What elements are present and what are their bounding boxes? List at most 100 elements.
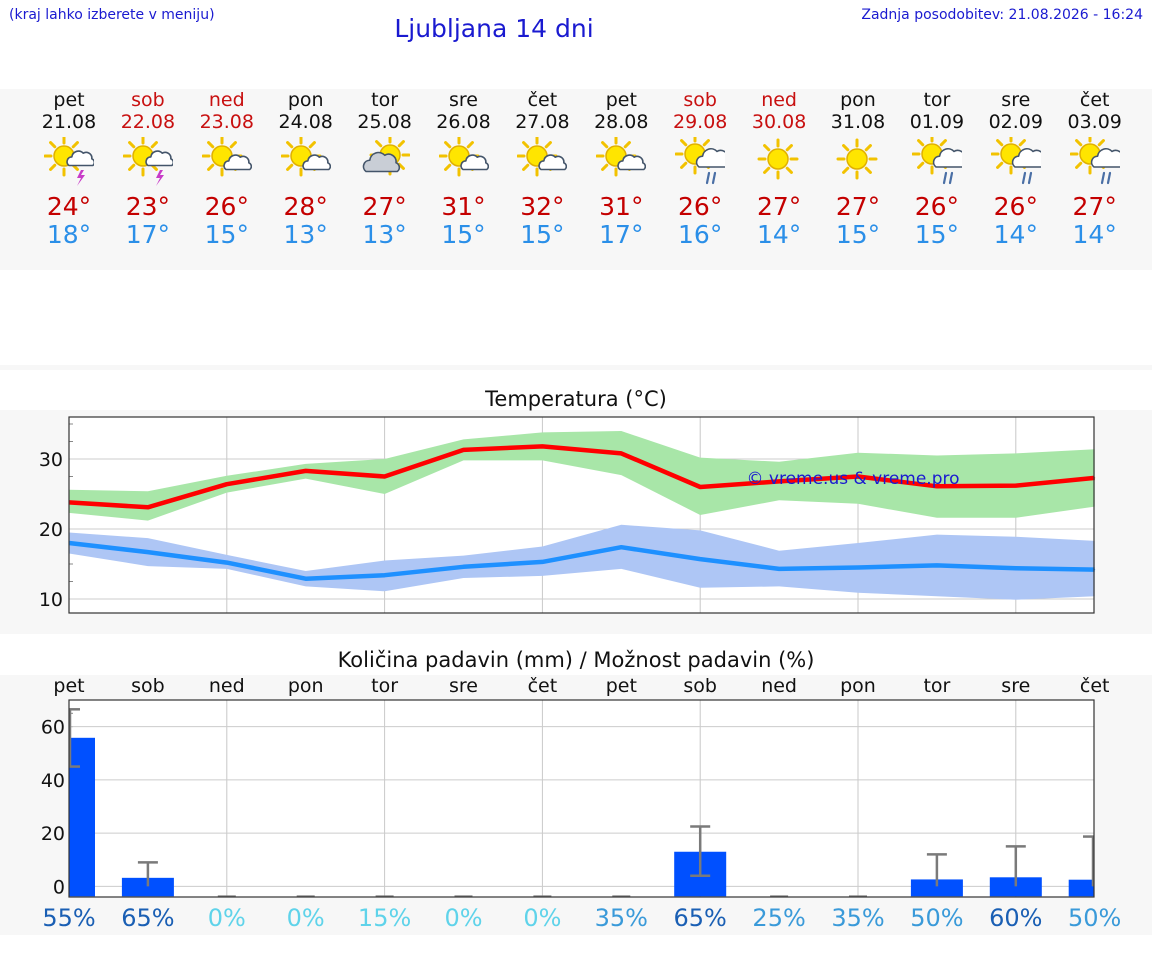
temperature-chart: 10 20 30 © vreme.us & vreme.pro xyxy=(39,416,1096,614)
day-date: 28.08 xyxy=(594,111,649,133)
y-tick-label: 10 xyxy=(39,589,63,611)
sun-small-cloud-icon xyxy=(438,137,489,177)
y-tick-label: 0 xyxy=(53,876,65,898)
forecast-day: pet 28.08 31° 17° xyxy=(582,89,661,249)
precipitation-probability: 0% xyxy=(287,904,325,932)
precipitation-chart-title: Količina padavin (mm) / Možnost padavin … xyxy=(337,648,815,672)
max-temperature: 32° xyxy=(520,192,565,221)
precipitation-probability: 55% xyxy=(42,904,95,932)
forecast-day: sre 26.08 31° 15° xyxy=(424,89,503,249)
day-date: 03.09 xyxy=(1067,111,1122,133)
data-point xyxy=(699,558,701,560)
data-point xyxy=(620,546,622,548)
min-temperature: 17° xyxy=(599,220,644,249)
day-date: 02.09 xyxy=(988,111,1043,133)
precipitation-probability: 35% xyxy=(595,904,648,932)
precipitation-probability: 0% xyxy=(444,904,482,932)
data-point xyxy=(778,480,780,482)
day-name: sre xyxy=(449,89,478,111)
category-label: sob xyxy=(131,675,165,697)
sun-small-cloud-icon xyxy=(596,137,647,177)
sun-icon xyxy=(836,138,878,180)
sun-cloud-rain-icon xyxy=(911,137,962,185)
max-temperature-band xyxy=(69,431,1095,521)
max-temperature: 26° xyxy=(678,192,723,221)
precipitation-probability: 65% xyxy=(674,904,727,932)
min-temperature: 15° xyxy=(441,220,486,249)
day-date: 21.08 xyxy=(41,111,97,133)
precipitation-chart: pet sob ned pon tor sre čet pet sob ned pon tor sre č… xyxy=(41,675,1122,932)
precipitation-probability: 50% xyxy=(910,904,963,932)
y-tick-label: 20 xyxy=(41,823,65,845)
forecast-day: tor 25.08 27° 13° xyxy=(345,89,424,249)
page-title: Ljubljana 14 dni xyxy=(394,14,594,43)
last-updated: Zadnja posodobitev: 21.08.2026 - 16:24 xyxy=(861,7,1143,23)
forecast-day: sre 02.09 26° 14° xyxy=(976,89,1055,249)
max-temperature-line xyxy=(68,444,1095,510)
data-point xyxy=(936,485,938,487)
category-label: sob xyxy=(683,675,717,697)
precipitation-probability: 60% xyxy=(989,904,1042,932)
day-name: pon xyxy=(840,89,876,111)
sun-cloud-rain-icon xyxy=(990,137,1041,185)
sun-small-cloud-icon xyxy=(201,137,252,177)
max-temperature: 23° xyxy=(125,192,171,221)
min-temperature: 13° xyxy=(362,220,407,249)
y-tick-label: 60 xyxy=(41,717,65,739)
day-date: 01.09 xyxy=(909,111,965,133)
data-point xyxy=(699,486,701,488)
forecast-day: pet 21.08 24° 18° xyxy=(30,89,109,249)
day-date: 23.08 xyxy=(199,111,254,133)
max-temperature: 27° xyxy=(1072,192,1117,221)
precipitation-probability: 65% xyxy=(121,904,174,932)
forecast-day: čet 03.09 27° 14° xyxy=(1055,89,1134,249)
category-label: sre xyxy=(1001,675,1030,697)
min-temperature: 14° xyxy=(993,220,1038,249)
plot-area xyxy=(69,700,1094,897)
max-temperature: 27° xyxy=(362,192,407,221)
y-tick-label: 30 xyxy=(39,449,63,471)
y-tick-label: 20 xyxy=(39,519,63,541)
precipitation-bar xyxy=(1068,879,1094,897)
day-date: 31.08 xyxy=(830,111,886,133)
max-temperature: 31° xyxy=(441,192,486,221)
min-temperature: 13° xyxy=(283,220,328,249)
data-point xyxy=(541,561,543,563)
max-temperature: 24° xyxy=(46,192,92,221)
watermark: © vreme.us & vreme.pro xyxy=(746,469,959,489)
day-date: 27.08 xyxy=(515,111,570,133)
max-temperature: 26° xyxy=(993,192,1038,221)
max-temperature: 31° xyxy=(599,192,644,221)
spacer-band xyxy=(0,365,1152,370)
max-temperature: 26° xyxy=(914,192,960,221)
sun-cloud-thunder-icon xyxy=(122,137,173,186)
sun-cloud-rain-icon xyxy=(675,137,726,185)
temperature-chart-title: Temperatura (°C) xyxy=(485,387,667,411)
forecast-day: pon 31.08 27° 15° xyxy=(819,89,898,249)
forecast-day: tor 01.09 26° 15° xyxy=(897,89,976,249)
data-point xyxy=(857,476,859,477)
precipitation-bar xyxy=(989,877,1042,897)
category-label: pet xyxy=(606,675,637,697)
data-point xyxy=(384,574,386,576)
y-tick-label: 40 xyxy=(41,770,65,792)
forecast-day: sob 29.08 26° 16° xyxy=(661,89,740,249)
day-name: tor xyxy=(923,89,951,111)
forecast-day: čet 27.08 32° 15° xyxy=(503,89,582,249)
precipitation-probability: 15% xyxy=(358,904,411,932)
forecast-days: pet 21.08 24° 18° sob 22.08 23° 17° ned 23.08 26° 1… xyxy=(0,89,1152,270)
precipitation-probability: 0% xyxy=(208,904,246,932)
data-point xyxy=(226,562,228,564)
day-name: pon xyxy=(287,89,324,111)
category-label: tor xyxy=(923,675,950,697)
precipitation-probability: 25% xyxy=(752,904,805,932)
category-label: pon xyxy=(288,675,324,697)
data-point xyxy=(778,568,780,570)
plot-border xyxy=(68,699,1095,898)
day-name: pet xyxy=(605,89,637,111)
plot-border xyxy=(68,416,1095,614)
data-point xyxy=(463,566,464,568)
day-date: 22.08 xyxy=(120,111,176,133)
min-temperature: 15° xyxy=(835,220,881,249)
data-point xyxy=(857,567,859,568)
